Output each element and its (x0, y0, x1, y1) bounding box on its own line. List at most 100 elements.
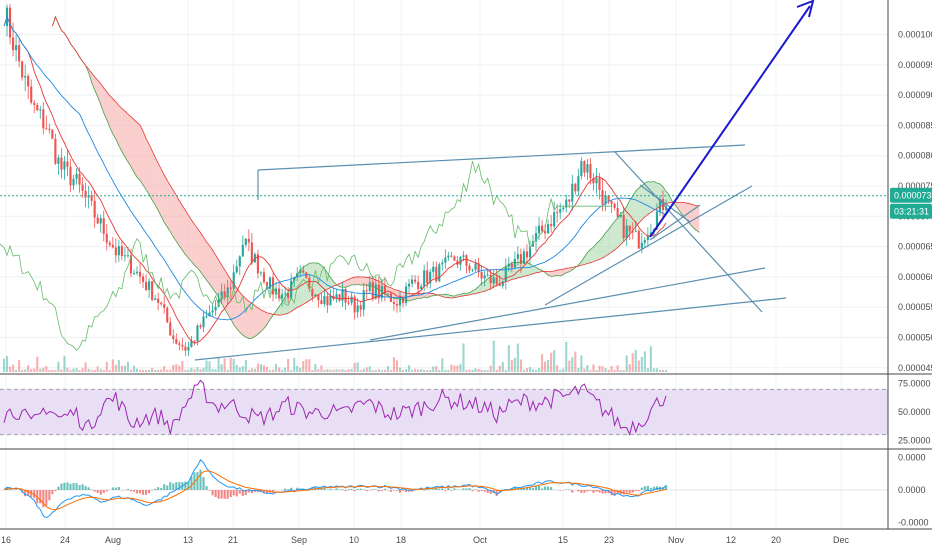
candle-body (438, 264, 440, 281)
volume-bar (650, 346, 652, 372)
y-tick-label-8: 0.0000600 (898, 272, 932, 282)
candle-body (160, 303, 162, 304)
macd-histogram-bar (589, 490, 591, 491)
volume-bar (659, 370, 661, 372)
candle-body (233, 272, 235, 288)
cloud-segment (200, 233, 203, 276)
macd-histogram-bar (166, 486, 168, 490)
macd-histogram-bar (215, 490, 217, 497)
candle-body (121, 246, 123, 256)
volume-bar (635, 350, 637, 372)
candle-body (239, 256, 241, 266)
volume-bar (12, 365, 14, 372)
macd-histogram-bar (444, 490, 446, 491)
cloud-segment (182, 206, 185, 255)
volume-bar (48, 370, 50, 372)
candle-body (18, 45, 20, 61)
volume-bar (456, 366, 458, 372)
macd-histogram-bar (160, 488, 162, 490)
candle-body (151, 281, 153, 300)
cloud-segment (119, 105, 122, 151)
macd-histogram-bar (650, 488, 652, 490)
macd-histogram-bar (284, 489, 286, 490)
macd-histogram-bar (239, 490, 241, 494)
volume-bar (57, 362, 59, 372)
macd-histogram-bar (63, 483, 65, 490)
volume-bar (106, 362, 108, 372)
cloud-segment (690, 204, 693, 228)
macd-histogram-bar (626, 490, 628, 493)
macd-histogram-bar (97, 490, 99, 493)
candle-body (154, 299, 156, 301)
rsi-tick-label-1: 50.0000 (898, 407, 931, 417)
candle-body (112, 245, 114, 248)
candle-body (626, 226, 628, 239)
candle-body (544, 231, 546, 233)
candle-body (57, 158, 59, 164)
volume-bar (329, 370, 331, 372)
candle-body (187, 347, 189, 351)
macd-histogram-bar (142, 490, 144, 495)
macd-histogram-bar (212, 490, 214, 495)
volume-bar (127, 362, 129, 372)
candle-body (169, 322, 171, 335)
candle-body (115, 247, 117, 255)
macd-histogram-bar (462, 488, 464, 490)
macd-tick-label-0: 0.0000 (898, 453, 926, 463)
volume-bar (562, 369, 564, 372)
candle-body (586, 164, 588, 172)
macd-histogram-bar (329, 489, 331, 490)
volume-bar (490, 366, 492, 372)
candle-body (514, 259, 516, 267)
candle-body (396, 304, 398, 306)
volume-bar (381, 370, 383, 372)
volume-bar (629, 364, 631, 372)
volume-bar (462, 343, 464, 372)
candle-body (611, 201, 613, 204)
volume-bar (357, 362, 359, 372)
volume-bar (317, 369, 319, 372)
macd-tick-label-2: -0.0000 (898, 517, 929, 527)
candle-body (236, 266, 238, 272)
volume-bar (405, 369, 407, 372)
x-tick-label-9: 15 (558, 535, 568, 545)
volume-bar (91, 370, 93, 372)
candle-body (571, 184, 573, 202)
macd-histogram-bar (163, 484, 165, 490)
macd-histogram-bar (224, 490, 226, 499)
macd-histogram-bar (592, 490, 594, 493)
macd-histogram-bar (236, 490, 238, 496)
candle-body (450, 256, 452, 257)
macd-histogram-bar (393, 490, 395, 491)
volume-bar (69, 370, 71, 372)
cloud-segment (194, 224, 197, 268)
volume-bar (109, 370, 111, 372)
volume-bar (529, 367, 531, 372)
cloud-segment (204, 237, 207, 280)
cloud-segment (146, 138, 149, 194)
volume-bar (236, 365, 238, 372)
volume-bar (592, 364, 594, 372)
volume-bar (378, 369, 380, 372)
volume-bar (574, 352, 576, 372)
candle-body (459, 257, 461, 265)
volume-bar (148, 370, 150, 372)
volume-bar (160, 369, 162, 372)
volume-bar (375, 370, 377, 372)
candle-body (224, 291, 226, 296)
volume-bar (438, 370, 440, 372)
volume-bar (620, 370, 622, 372)
volume-bar (435, 366, 437, 372)
cloud-segment (122, 109, 125, 157)
volume-bar (202, 368, 204, 372)
volume-bar (484, 370, 486, 372)
candle-body (202, 317, 204, 328)
volume-bar (459, 364, 461, 372)
candle-body (242, 245, 244, 257)
volume-bar (514, 358, 516, 372)
cloud-segment (134, 120, 137, 177)
cloud-segment (158, 163, 161, 216)
candle-body (360, 305, 362, 309)
